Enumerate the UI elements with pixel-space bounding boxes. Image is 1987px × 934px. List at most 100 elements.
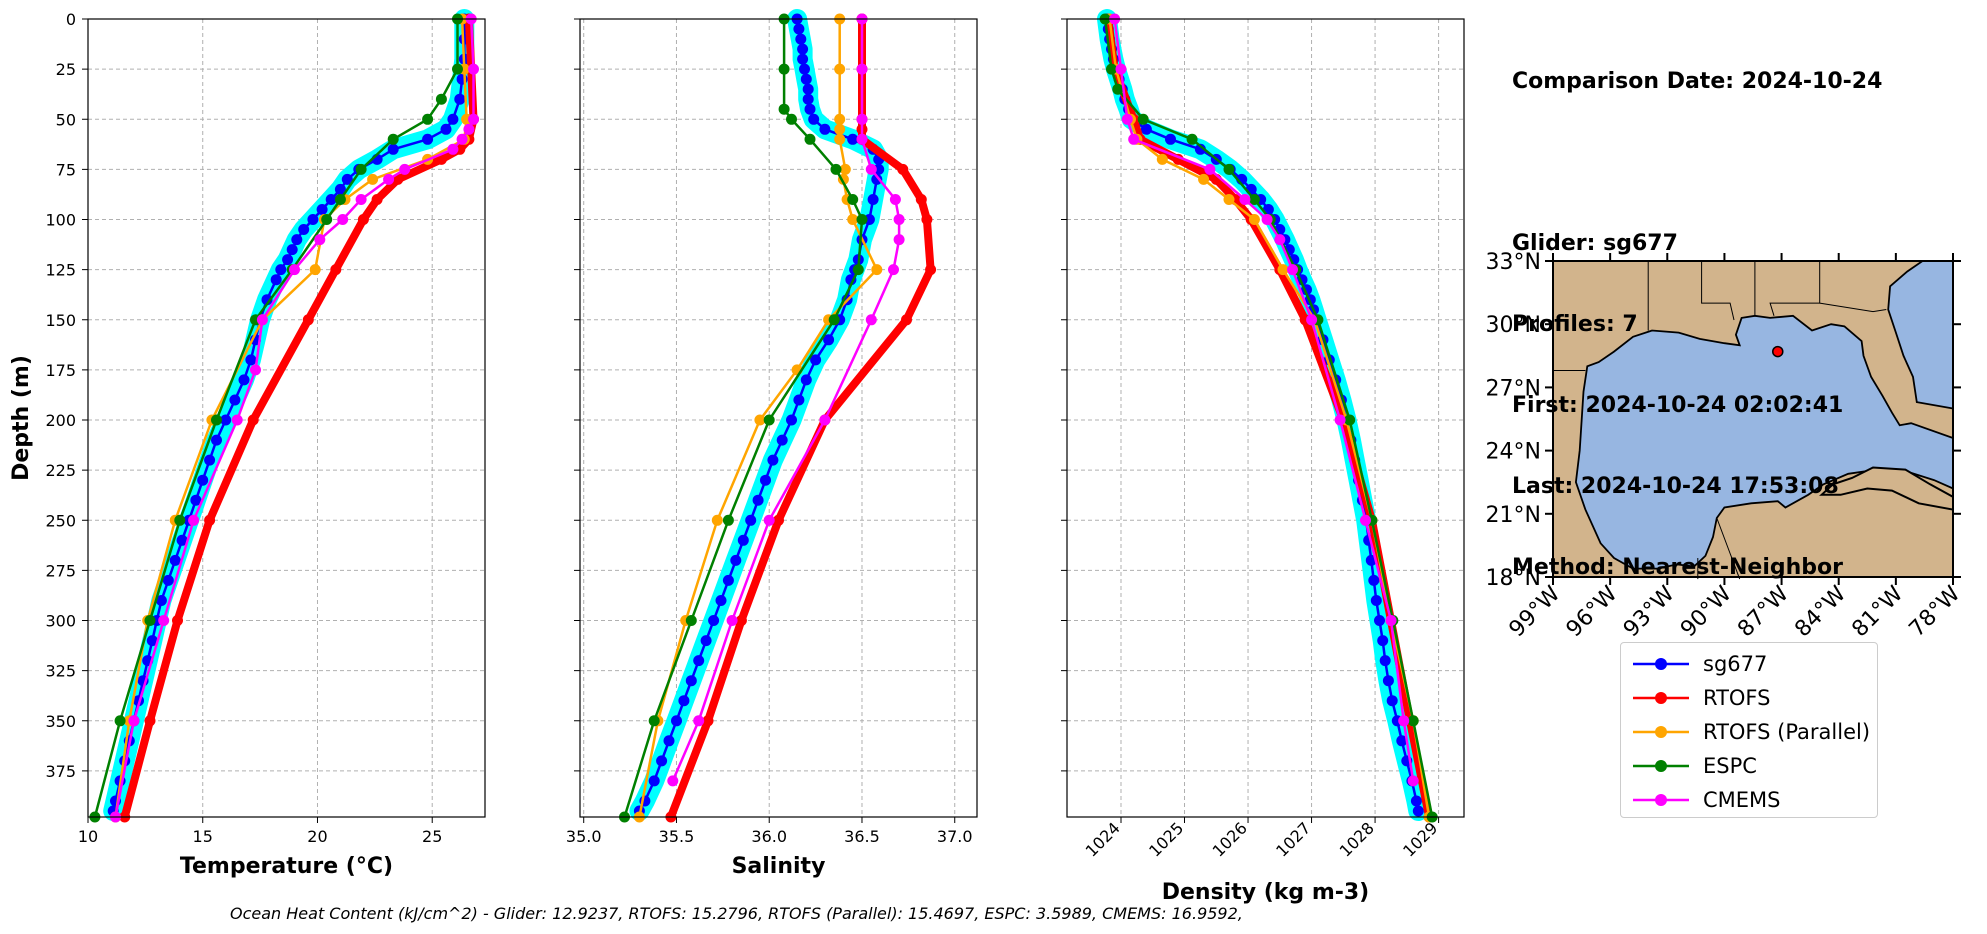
data-point-sg677 [1379,655,1391,667]
data-point-cmems [1398,715,1410,727]
profile-count: Profiles: 7 [1512,312,1638,337]
data-point-espc [174,514,186,526]
data-point-sg677 [867,194,879,205]
data-point-sg677 [722,574,734,586]
data-point-espc [847,194,859,205]
legend-label: RTOFS [1703,686,1771,710]
data-point-cmems [763,514,775,526]
data-point-sg677 [799,63,810,75]
x-tick-label: 37.0 [937,827,973,846]
last-time: Last: 2024-10-24 17:53:08 [1512,474,1839,499]
legend-label: RTOFS (Parallel) [1703,720,1871,744]
data-point-cmems [355,194,367,205]
series-espc [89,13,463,823]
data-point-sg677 [440,123,452,135]
data-point-sg677 [767,454,779,466]
data-point-sg677 [1412,805,1424,817]
data-point-espc [778,63,790,75]
legend-swatch-sg677 [1633,658,1689,670]
state-boundary [1769,261,1821,316]
data-point-sg677 [1386,695,1398,707]
y-tick-label: 175 [45,361,76,380]
data-point-espc [786,113,797,125]
data-point-rtofs [172,615,183,626]
data-point-sg677 [229,394,241,406]
data-point-sg677 [334,183,346,195]
data-point-sg677 [325,194,337,205]
data-point-espc [1248,194,1260,205]
y-tick-label: 100 [45,211,76,230]
data-point-sg677 [802,93,814,105]
data-point-cmems [447,143,459,155]
map-lon-label: 78°W [1905,581,1966,642]
data-point-rtofs-parallel [834,133,846,145]
y-tick-label: 150 [45,311,76,330]
data-point-rtofs-parallel [871,264,883,276]
data-point-cmems [158,615,170,626]
data-point-rtofs [773,514,784,526]
x-tick-label: 36.5 [844,827,880,846]
data-point-espc [1112,83,1124,95]
series-cmems [110,13,479,823]
legend-item-rtofs: RTOFS [1631,681,1770,715]
data-point-cmems [1121,113,1133,125]
y-tick-label: 200 [45,411,76,430]
data-point-cmems [1334,414,1346,426]
x-tick-label: 1026 [1209,818,1251,860]
data-point-sg677 [737,534,749,546]
data-point-rtofs-parallel [1198,173,1210,185]
data-point-sg677 [776,434,788,446]
map-lat-label: 33°N [1486,250,1541,275]
data-point-rtofs-parallel [834,123,846,135]
data-point-cmems [865,163,877,175]
data-point-sg677 [1377,635,1389,647]
data-point-rtofs [921,214,933,225]
data-point-cmems [468,63,479,75]
data-point-rtofs [901,314,912,326]
data-point-espc [830,163,842,175]
legend-swatch-cmems [1633,794,1689,806]
data-point-sg677 [797,43,809,55]
legend: sg677 RTOFS RTOFS (Parallel) ESPC CMEMS [1620,642,1878,818]
data-point-sg677 [220,414,232,426]
series-band-sg677 [103,9,475,821]
data-point-rtofs [702,715,714,727]
x-tick-label: 1029 [1399,818,1441,860]
data-point-sg677 [298,224,310,235]
legend-item-sg677: sg677 [1631,647,1767,681]
y-tick-label: 125 [45,261,76,280]
data-point-sg677 [656,755,668,767]
data-point-rtofs [925,264,937,276]
data-point-espc [435,93,447,105]
map-lat-label: 24°N [1486,440,1541,465]
y-tick-label: 75 [56,160,76,179]
data-point-cmems [1274,234,1286,246]
data-point-espc [452,63,463,75]
plot-frame [87,18,486,818]
data-point-rtofs-parallel [839,163,851,175]
data-point-cmems [888,264,899,276]
data-point-rtofs-parallel [1248,214,1260,225]
data-point-espc [1407,715,1419,727]
glider-name: Glider: sg677 [1512,231,1678,256]
series-cmems [667,13,905,787]
y-tick-label: 225 [45,461,76,480]
data-point-sg677 [693,655,705,667]
data-point-sg677 [802,83,814,95]
data-point-espc [778,103,790,115]
data-point-rtofs [302,314,314,326]
map-lat-label: 21°N [1486,503,1541,528]
data-point-cmems [256,314,268,326]
data-point-cmems [856,63,868,75]
data-point-sg677 [1194,143,1206,155]
data-point-sg677 [800,374,812,386]
y-tick-label: 325 [45,662,76,681]
profile-panel-temperature-c: 10 15 20 25 Temperature (°C) 0 25 50 75 100 125 150… [9,9,486,879]
data-point-sg677 [760,474,771,486]
data-point-cmems [289,264,300,276]
x-axis-label: Temperature (°C) [180,854,393,879]
data-point-cmems [1407,775,1419,787]
data-point-espc [355,163,367,175]
state-boundary [1701,261,1735,321]
